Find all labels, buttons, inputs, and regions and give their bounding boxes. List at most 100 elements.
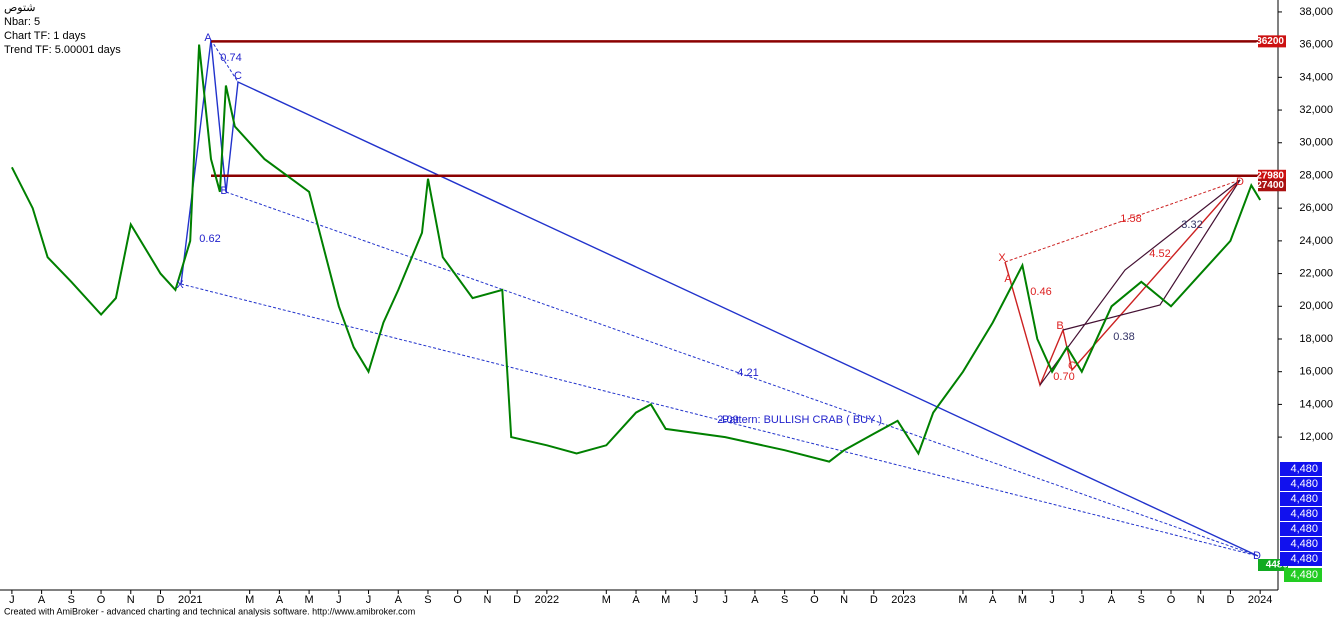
blue-dash bbox=[180, 283, 1259, 557]
scale-label: 4,480 bbox=[1290, 508, 1318, 520]
x-tick-label: A bbox=[989, 594, 997, 606]
y-tick-label: 38,000 bbox=[1299, 6, 1333, 18]
x-tick-label: M bbox=[602, 594, 611, 606]
level-label-box bbox=[1258, 35, 1286, 48]
scale-label: 4,480 bbox=[1290, 463, 1318, 475]
footer: Created with AmiBroker - advanced charti… bbox=[4, 606, 415, 616]
x-tick-label: D bbox=[1226, 594, 1234, 606]
y-tick-label: 32,000 bbox=[1299, 104, 1333, 116]
last-price-label: 27400 bbox=[1256, 180, 1284, 191]
annotation: 2.09 bbox=[717, 414, 738, 426]
x-tick-label: D bbox=[513, 594, 521, 606]
scale-label: 4,480 bbox=[1290, 538, 1318, 550]
y-tick-label: 14,000 bbox=[1299, 398, 1333, 410]
x-tick-label: S bbox=[424, 594, 431, 606]
annotation: A bbox=[1004, 273, 1012, 285]
y-tick-label: 22,000 bbox=[1299, 267, 1333, 279]
x-tick-label: A bbox=[1108, 594, 1116, 606]
scale-box bbox=[1280, 552, 1322, 566]
scale-label-green: 4,480 bbox=[1290, 569, 1318, 581]
x-tick-label: 2021 bbox=[178, 594, 202, 606]
scale-box bbox=[1280, 507, 1322, 521]
header-line: شتوص bbox=[4, 2, 36, 14]
annotation: B bbox=[1056, 320, 1063, 332]
red-dash bbox=[1004, 179, 1241, 263]
x-tick-label: A bbox=[276, 594, 284, 606]
header-line: Trend TF: 5.00001 days bbox=[4, 44, 121, 56]
annotation: D bbox=[1253, 550, 1261, 562]
level-label: 36200 bbox=[1256, 36, 1284, 47]
blue-dash bbox=[210, 39, 239, 83]
dark-pattern bbox=[1039, 179, 1241, 386]
scale-box-green bbox=[1284, 568, 1322, 582]
scale-label: 4,480 bbox=[1290, 523, 1318, 535]
x-tick-label: M bbox=[245, 594, 254, 606]
y-tick-label: 24,000 bbox=[1299, 235, 1333, 247]
scale-label: 4,480 bbox=[1290, 553, 1318, 565]
annotation: Pattern: BULLISH CRAB ( BUY ) bbox=[722, 414, 882, 426]
annotation: C bbox=[1068, 360, 1076, 372]
annotation: 1.58 bbox=[1120, 213, 1141, 225]
scale-box bbox=[1280, 522, 1322, 536]
scale-box bbox=[1280, 537, 1322, 551]
annotation: 0.38 bbox=[1113, 331, 1134, 343]
y-tick-label: 28,000 bbox=[1299, 169, 1333, 181]
x-tick-label: N bbox=[840, 594, 848, 606]
annotation: X bbox=[176, 279, 184, 291]
x-tick-label: O bbox=[97, 594, 106, 606]
x-tick-label: J bbox=[693, 594, 699, 606]
x-tick-label: M bbox=[958, 594, 967, 606]
x-tick-label: N bbox=[483, 594, 491, 606]
price-line bbox=[11, 44, 1262, 463]
x-tick-label: J bbox=[366, 594, 372, 606]
x-tick-label: N bbox=[127, 594, 135, 606]
x-tick-label: S bbox=[781, 594, 788, 606]
y-tick-label: 12,000 bbox=[1299, 431, 1333, 443]
annotation: A bbox=[204, 32, 212, 44]
x-tick-label: D bbox=[157, 594, 165, 606]
annotation: 4.52 bbox=[1149, 248, 1170, 260]
annotation: D bbox=[1236, 176, 1244, 188]
x-tick-label: A bbox=[632, 594, 640, 606]
x-tick-label: A bbox=[395, 594, 403, 606]
annotation: B bbox=[220, 185, 227, 197]
x-tick-label: O bbox=[810, 594, 819, 606]
x-tick-label: M bbox=[661, 594, 670, 606]
x-tick-label: 2022 bbox=[535, 594, 559, 606]
annotation: X bbox=[998, 252, 1006, 264]
x-tick-label: N bbox=[1197, 594, 1205, 606]
x-tick-label: S bbox=[68, 594, 75, 606]
scale-label: 4,480 bbox=[1290, 478, 1318, 490]
level-label: 27980 bbox=[1256, 170, 1284, 181]
y-tick-label: 30,000 bbox=[1299, 137, 1333, 149]
x-tick-label: J bbox=[9, 594, 15, 606]
dark-pattern bbox=[1062, 179, 1241, 331]
x-tick-label: J bbox=[722, 594, 728, 606]
target-label-green: 4480 bbox=[1266, 560, 1289, 571]
x-tick-label: M bbox=[305, 594, 314, 606]
x-tick-label: 2023 bbox=[891, 594, 915, 606]
y-tick-label: 16,000 bbox=[1299, 366, 1333, 378]
y-tick-label: 36,000 bbox=[1299, 39, 1333, 51]
header-line: Nbar: 5 bbox=[4, 16, 40, 28]
header: شتوص Nbar: 5 Chart TF: 1 days Trend TF: … bbox=[4, 2, 121, 56]
scale-label: 4,480 bbox=[1290, 493, 1318, 505]
x-tick-label: A bbox=[751, 594, 759, 606]
x-tick-label: J bbox=[1079, 594, 1085, 606]
y-tick-label: 26,000 bbox=[1299, 202, 1333, 214]
annotation: 0.74 bbox=[220, 52, 241, 64]
x-tick-label: 2024 bbox=[1248, 594, 1272, 606]
annotation: 0.70 bbox=[1053, 371, 1074, 383]
x-tick-label: O bbox=[1167, 594, 1176, 606]
annotation: C bbox=[234, 70, 242, 82]
x-tick-label: J bbox=[1049, 594, 1055, 606]
x-tick-label: O bbox=[453, 594, 462, 606]
pattern-lines bbox=[180, 39, 1259, 557]
annotation: 3.32 bbox=[1181, 219, 1202, 231]
scale-box bbox=[1280, 492, 1322, 506]
level-label-box bbox=[1258, 169, 1286, 182]
y-tick-label: 20,000 bbox=[1299, 300, 1333, 312]
x-tick-label: D bbox=[870, 594, 878, 606]
y-tick-label: 34,000 bbox=[1299, 71, 1333, 83]
